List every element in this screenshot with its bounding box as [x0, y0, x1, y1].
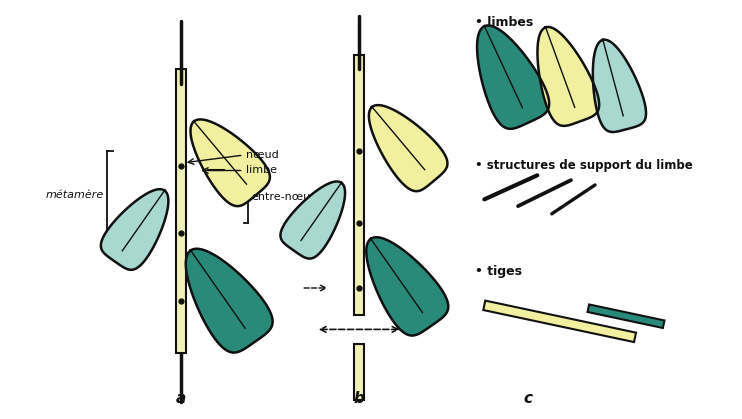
Polygon shape — [101, 189, 168, 270]
Polygon shape — [593, 40, 646, 132]
Polygon shape — [354, 55, 364, 315]
Text: limbe: limbe — [246, 166, 278, 176]
Text: b: b — [354, 391, 364, 406]
Polygon shape — [176, 70, 186, 354]
Text: a: a — [176, 391, 186, 406]
Polygon shape — [367, 237, 448, 336]
Polygon shape — [477, 26, 549, 129]
Polygon shape — [537, 27, 600, 126]
Text: c: c — [523, 391, 532, 406]
Polygon shape — [186, 249, 272, 352]
Text: • tiges: • tiges — [475, 265, 522, 278]
Polygon shape — [588, 305, 665, 328]
Polygon shape — [369, 105, 447, 191]
Polygon shape — [354, 344, 364, 400]
Text: entre-nœud: entre-nœud — [252, 192, 318, 202]
Text: • structures de support du limbe: • structures de support du limbe — [475, 159, 692, 172]
Polygon shape — [483, 300, 636, 342]
Polygon shape — [191, 119, 270, 206]
Text: • limbes: • limbes — [475, 16, 533, 29]
Polygon shape — [280, 181, 345, 259]
Text: nœud: nœud — [246, 150, 279, 160]
Text: métamère: métamère — [46, 189, 104, 199]
